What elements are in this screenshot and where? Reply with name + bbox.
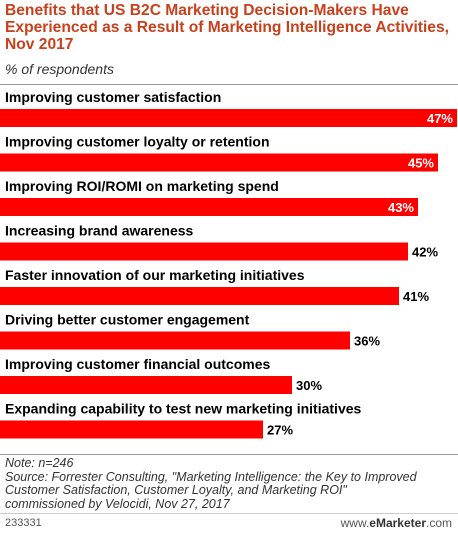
bar xyxy=(0,198,418,216)
bottom-divider xyxy=(0,454,458,455)
value-label: 41% xyxy=(403,289,429,304)
chart-id: 233331 xyxy=(5,517,42,529)
value-label: 47% xyxy=(427,111,453,126)
brand-link[interactable]: www.eMarketer.com xyxy=(341,516,452,530)
value-label: 43% xyxy=(388,200,414,215)
bar xyxy=(0,376,292,394)
bar xyxy=(0,109,457,127)
brand-name: eMarketer xyxy=(369,516,426,530)
source-line-2: Customer Satisfaction, Customer Loyalty,… xyxy=(5,483,347,497)
sample-size-note: Note: n=246 xyxy=(5,456,74,470)
bar xyxy=(0,287,399,305)
value-label: 36% xyxy=(354,334,380,349)
chart-notes: Note: n=246 Source: Forrester Consulting… xyxy=(5,456,455,511)
bar xyxy=(0,420,263,439)
value-label: 30% xyxy=(296,378,322,393)
category-label: Improving ROI/ROMI on marketing spend xyxy=(5,178,279,194)
value-label: 27% xyxy=(267,423,293,438)
bar xyxy=(0,153,438,172)
category-label: Driving better customer engagement xyxy=(5,312,250,328)
source-line-3: commissioned by Velocidi, Nov 27, 2017 xyxy=(5,496,230,511)
bar xyxy=(0,242,408,261)
category-label: Expanding capability to test new marketi… xyxy=(5,401,362,417)
brand-suffix: .com xyxy=(425,516,452,530)
value-label: 45% xyxy=(408,156,434,171)
bar-chart: Improving customer satisfaction 47% Improv… xyxy=(0,89,457,439)
brand-prefix: www. xyxy=(340,516,370,530)
value-label: 42% xyxy=(412,245,438,260)
category-label: Increasing brand awareness xyxy=(5,223,194,239)
chart-subtitle: % of respondents xyxy=(5,61,114,77)
chart-title: Benefits that US B2C Marketing Decision-… xyxy=(5,2,449,53)
category-label: Improving customer loyalty or retention xyxy=(5,134,270,150)
category-label: Improving customer satisfaction xyxy=(5,89,221,105)
footer-divider xyxy=(0,513,458,514)
category-label: Faster innovation of our marketing initi… xyxy=(5,267,305,283)
top-divider xyxy=(0,84,458,85)
bar xyxy=(0,331,350,350)
category-label: Improving customer financial outcomes xyxy=(5,356,270,372)
source-line-1: Source: Forrester Consulting, "Marketing… xyxy=(5,469,417,484)
